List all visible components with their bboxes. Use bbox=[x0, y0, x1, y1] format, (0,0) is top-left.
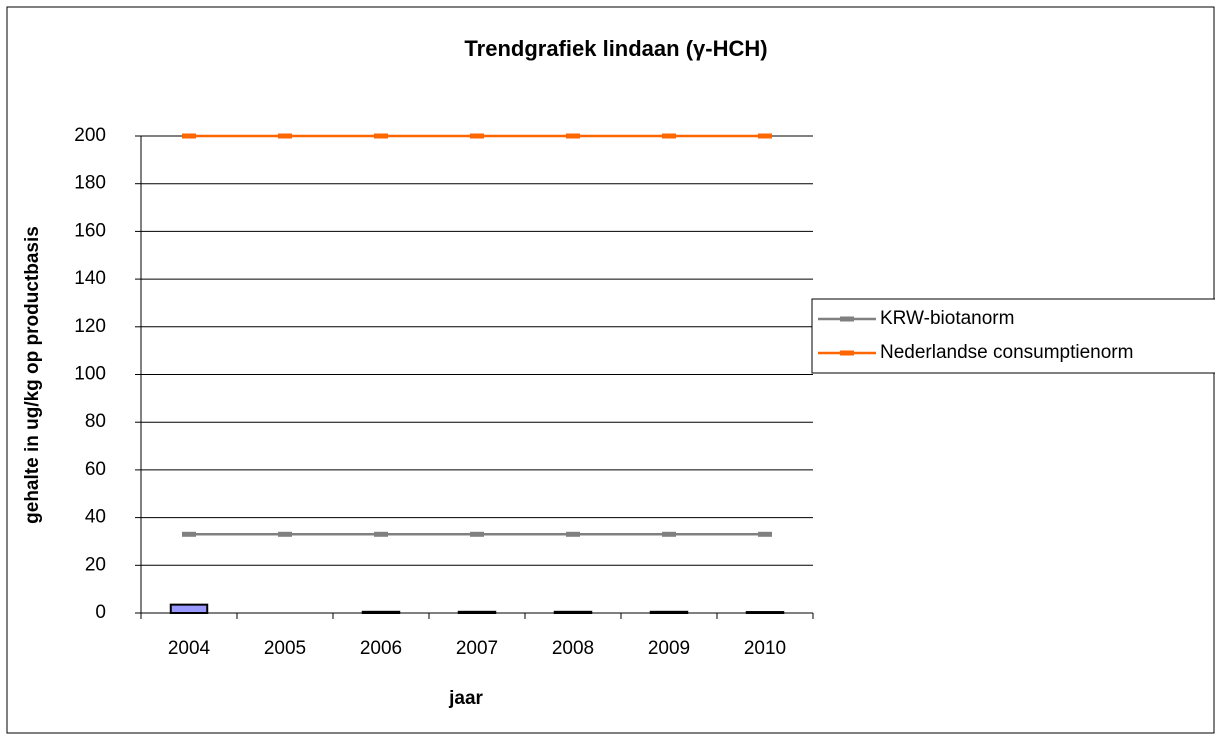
y-tick-label: 140 bbox=[74, 268, 106, 289]
y-tick-label: 100 bbox=[74, 364, 106, 385]
x-tick-label: 2006 bbox=[360, 638, 402, 659]
line-marker bbox=[470, 531, 484, 537]
line-marker bbox=[758, 133, 772, 139]
legend-marker bbox=[840, 316, 854, 322]
line-marker bbox=[566, 531, 580, 537]
x-tick-label: 2004 bbox=[168, 638, 211, 659]
line-marker bbox=[662, 531, 676, 537]
bar bbox=[457, 610, 497, 614]
line-marker bbox=[374, 133, 388, 139]
line-marker bbox=[278, 133, 292, 139]
x-tick-label: 2008 bbox=[552, 638, 594, 659]
y-axis-label: gehalte in ug/kg op productbasis bbox=[22, 226, 43, 524]
line-marker bbox=[758, 531, 772, 537]
legend-label: KRW-biotanorm bbox=[880, 308, 1014, 329]
x-tick-label: 2007 bbox=[456, 638, 498, 659]
x-tick-label: 2010 bbox=[744, 638, 786, 659]
legend-box bbox=[811, 298, 1215, 374]
y-tick-label: 0 bbox=[95, 602, 106, 623]
legend-label: Nederlandse consumptienorm bbox=[880, 342, 1133, 363]
bar bbox=[745, 611, 785, 615]
line-marker bbox=[182, 531, 196, 537]
y-tick-label: 200 bbox=[74, 125, 106, 146]
legend-marker bbox=[840, 350, 854, 356]
line-marker bbox=[566, 133, 580, 139]
y-tick-label: 120 bbox=[74, 316, 106, 337]
line-marker bbox=[374, 531, 388, 537]
y-tick-label: 160 bbox=[74, 220, 106, 241]
y-tick-label: 20 bbox=[85, 554, 106, 575]
bar bbox=[553, 610, 593, 614]
line-marker bbox=[182, 133, 196, 139]
line-marker bbox=[662, 133, 676, 139]
y-tick-label: 60 bbox=[85, 459, 106, 480]
x-tick-label: 2005 bbox=[264, 638, 306, 659]
line-marker bbox=[278, 531, 292, 537]
bar bbox=[361, 610, 401, 614]
bar bbox=[169, 603, 209, 615]
x-axis-label: jaar bbox=[448, 688, 483, 709]
x-tick-label: 2009 bbox=[648, 638, 690, 659]
y-tick-label: 80 bbox=[85, 411, 106, 432]
chart-title: Trendgrafiek lindaan (γ-HCH) bbox=[464, 36, 767, 61]
bar bbox=[649, 610, 689, 614]
y-tick-label: 40 bbox=[85, 507, 106, 528]
line-marker bbox=[470, 133, 484, 139]
y-tick-label: 180 bbox=[74, 173, 106, 194]
